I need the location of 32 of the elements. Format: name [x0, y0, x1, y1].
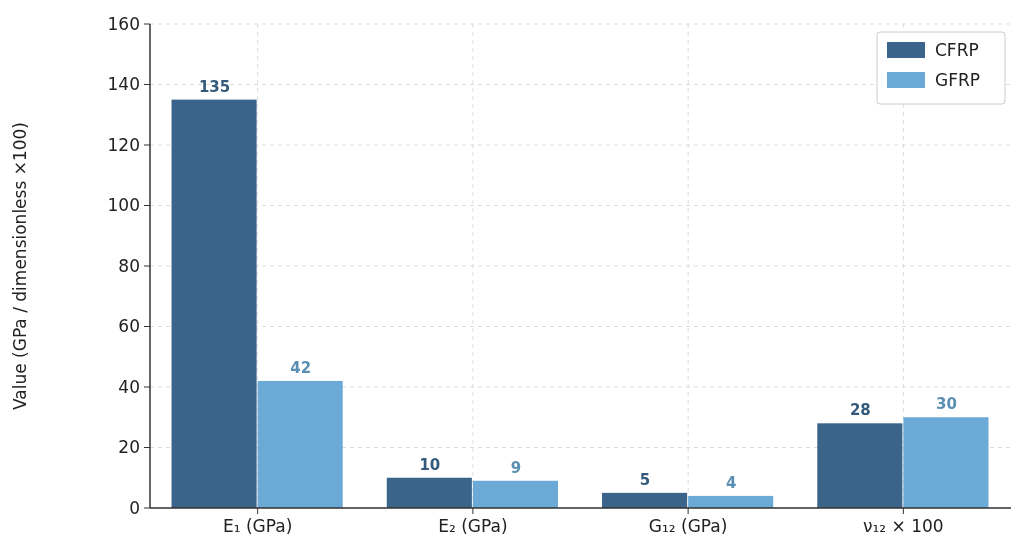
y-tick-label: 60 — [118, 316, 140, 337]
x-tick-label: ν₁₂ × 100 — [863, 516, 944, 536]
bar — [386, 477, 472, 508]
y-tick-label: 120 — [107, 134, 140, 155]
data-label: 4 — [725, 473, 737, 492]
data-label: 30 — [935, 395, 957, 414]
data-label: 135 — [198, 77, 231, 96]
y-tick-label: 20 — [118, 437, 140, 458]
data-label: 9 — [510, 458, 522, 477]
y-axis-title: Value (GPa / dimensionless ×100) — [10, 121, 30, 411]
y-tick-label: 160 — [107, 13, 140, 34]
data-label: 10 — [419, 455, 441, 474]
bar — [903, 417, 989, 508]
bar — [472, 480, 558, 508]
legend-label: GFRP — [935, 69, 981, 90]
bar — [171, 99, 257, 508]
x-tick-label: E₂ (GPa) — [438, 516, 508, 536]
x-tick-label: G₁₂ (GPa) — [648, 516, 728, 536]
y-tick-label: 0 — [129, 497, 140, 518]
data-label: 28 — [849, 401, 871, 420]
y-tick-label: 100 — [107, 195, 140, 216]
bar — [257, 380, 343, 508]
data-label: 5 — [639, 470, 651, 489]
x-tick-label: E₁ (GPa) — [222, 516, 293, 536]
data-label: 42 — [290, 358, 312, 377]
y-tick-label: 40 — [118, 376, 140, 397]
y-tick-label: 80 — [118, 255, 140, 276]
bar — [602, 492, 688, 508]
y-tick-label: 140 — [107, 74, 140, 95]
bar — [688, 495, 774, 508]
legend-label: CFRP — [935, 39, 979, 60]
bar — [817, 423, 903, 508]
